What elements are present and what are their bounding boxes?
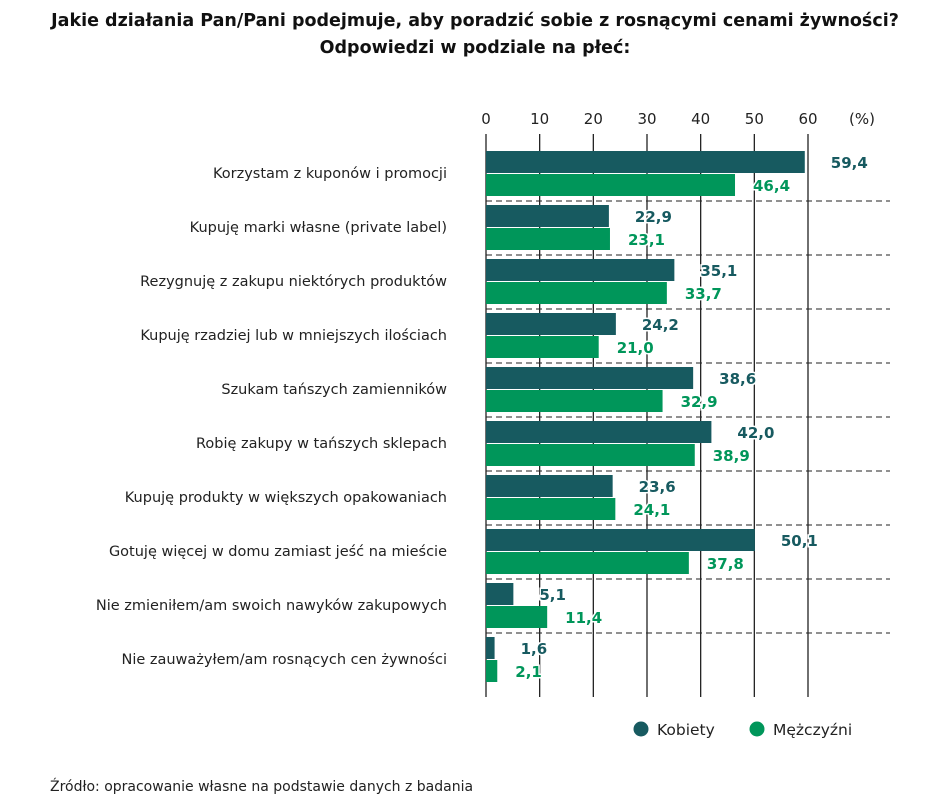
category-label: Kupuję rzadziej lub w mniejszych ilościa… xyxy=(140,328,447,344)
bar-men xyxy=(486,174,736,196)
tick-label: 60 xyxy=(798,110,817,128)
bar-women xyxy=(486,475,613,497)
bar-men xyxy=(486,606,548,628)
bar-women xyxy=(486,529,755,551)
bar-women xyxy=(486,313,616,335)
data-label: 5,1 xyxy=(539,586,566,604)
title-line-1: Jakie działania Pan/Pani podejmuje, aby … xyxy=(51,11,899,31)
tick-label: 10 xyxy=(530,110,549,128)
tick-label: 30 xyxy=(637,110,656,128)
unit-label: (%) xyxy=(849,110,875,128)
tick-label: 50 xyxy=(745,110,764,128)
data-label: 38,6 xyxy=(719,370,756,388)
data-label: 22,9 xyxy=(635,208,672,226)
category-label: Kupuję marki własne (private label) xyxy=(190,220,447,236)
legend-men-label: Mężczyźni xyxy=(773,721,852,739)
data-label: 24,1 xyxy=(633,501,670,519)
data-label: 46,4 xyxy=(753,177,790,195)
tick-label: 40 xyxy=(691,110,710,128)
tick-label: 20 xyxy=(584,110,603,128)
data-label: 23,6 xyxy=(639,478,676,496)
bar-women xyxy=(486,151,805,173)
bar-men xyxy=(486,444,695,466)
chart-title: Jakie działania Pan/Pani podejmuje, aby … xyxy=(0,8,950,62)
data-label: 38,9 xyxy=(713,447,750,465)
data-label: 21,0 xyxy=(617,339,654,357)
category-label: Robię zakupy w tańszych sklepach xyxy=(196,436,447,452)
bar-men xyxy=(486,282,667,304)
data-label: 35,1 xyxy=(700,262,737,280)
bar-chart: 0 10 20 30 40 50 60 (%) Korzystam z kuponów i pr… xyxy=(96,110,890,739)
data-label: 23,1 xyxy=(628,231,665,249)
category-label: Kupuję produkty w większych opakowaniach xyxy=(125,490,447,506)
category-label: Nie zauważyłem/am rosnących cen żywności xyxy=(121,652,447,668)
category-label: Gotuję więcej w domu zamiast jeść na mie… xyxy=(109,544,447,560)
bar-women xyxy=(486,259,675,281)
bar-men xyxy=(486,390,663,412)
legend-women-marker xyxy=(633,721,649,737)
data-label: 2,1 xyxy=(515,663,542,681)
data-label: 32,9 xyxy=(681,393,718,411)
category-label: Szukam tańszych zamienników xyxy=(221,382,447,398)
category-label: Nie zmieniłem/am swoich nawyków zakupowy… xyxy=(96,598,447,614)
data-label: 1,6 xyxy=(521,640,548,658)
bar-women xyxy=(486,421,712,443)
bar-women xyxy=(486,637,495,659)
legend-men-marker xyxy=(749,721,765,737)
category-label: Korzystam z kuponów i promocji xyxy=(213,166,447,182)
legend-women-label: Kobiety xyxy=(657,721,715,739)
bar-men xyxy=(486,228,610,250)
data-label: 24,2 xyxy=(642,316,679,334)
category-label: Rezygnuję z zakupu niektórych produktów xyxy=(140,274,447,290)
data-label: 59,4 xyxy=(831,154,868,172)
bar-men xyxy=(486,660,498,682)
data-label: 11,4 xyxy=(565,609,602,627)
data-label: 37,8 xyxy=(707,555,744,573)
title-line-2: Odpowiedzi w podziale na płeć: xyxy=(319,38,631,58)
bar-men xyxy=(486,336,599,358)
data-label: 50,1 xyxy=(781,532,818,550)
bar-women xyxy=(486,583,514,605)
bar-women xyxy=(486,367,694,389)
data-label: 42,0 xyxy=(737,424,774,442)
bar-men xyxy=(486,498,616,520)
source-note: Źródło: opracowanie własne na podstawie … xyxy=(50,779,474,795)
bar-men xyxy=(486,552,689,574)
tick-label: 0 xyxy=(481,110,491,128)
data-label: 33,7 xyxy=(685,285,722,303)
bar-women xyxy=(486,205,609,227)
